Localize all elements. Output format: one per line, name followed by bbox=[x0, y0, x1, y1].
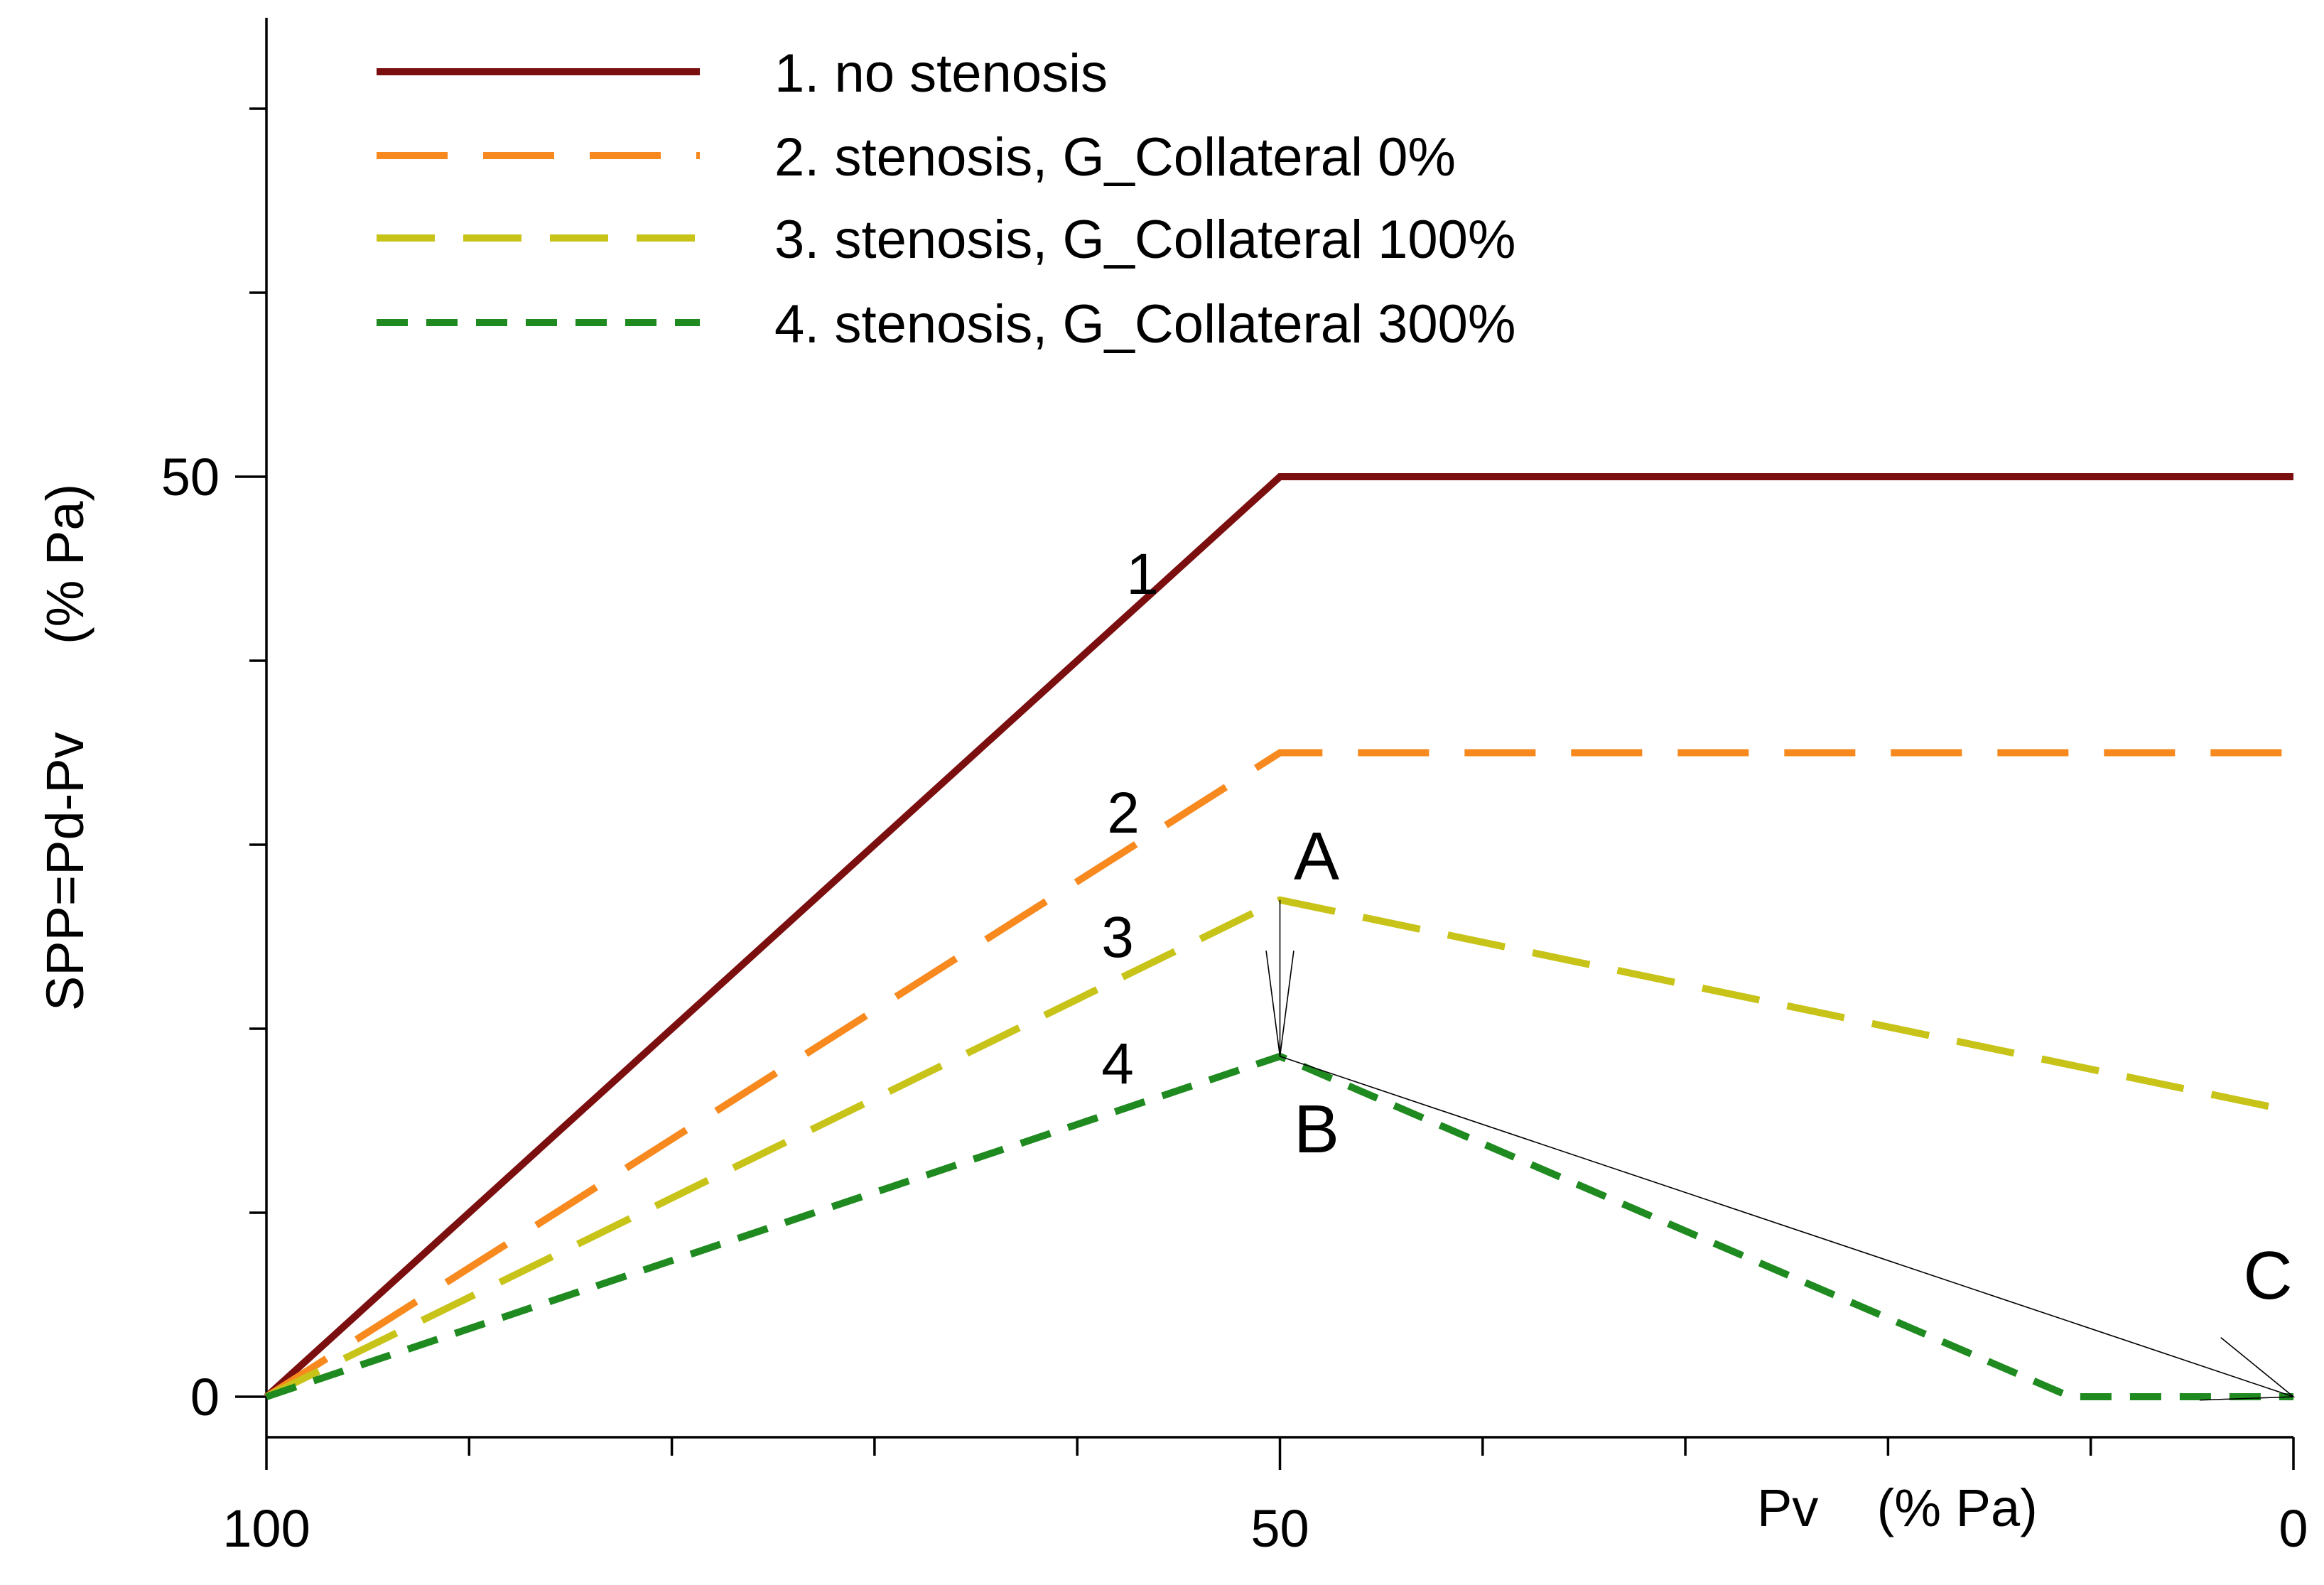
legend-label-4: 4. stenosis, G_Collateral 300% bbox=[774, 294, 1515, 355]
y-tick-label: 0 bbox=[190, 1368, 220, 1427]
arrows bbox=[1265, 899, 2296, 1401]
axes: 100 50 0 0 50 Pv (% Pa) SPP=Pd-Pv (% Pa) bbox=[36, 18, 2308, 1558]
x-tick-label: 0 bbox=[2279, 1499, 2308, 1558]
legend-label-1: 1. no stenosis bbox=[774, 43, 1108, 104]
curve-label-2: 2 bbox=[1107, 781, 1140, 845]
x-tick-label: 50 bbox=[1250, 1499, 1309, 1558]
curve-label-3: 3 bbox=[1101, 905, 1134, 970]
legend: 1. no stenosis 2. stenosis, G_Collateral … bbox=[377, 43, 1515, 355]
y-axis-title: SPP=Pd-Pv (% Pa) bbox=[36, 484, 94, 1011]
curve-label-1: 1 bbox=[1126, 542, 1159, 607]
y-tick-label: 50 bbox=[161, 448, 220, 507]
legend-label-3: 3. stenosis, G_Collateral 100% bbox=[774, 210, 1515, 270]
curve-label-4: 4 bbox=[1101, 1032, 1134, 1096]
tick-marks bbox=[235, 107, 2295, 1470]
x-axis-title: Pv (% Pa) bbox=[1757, 1478, 2038, 1537]
series-line-2 bbox=[264, 749, 2293, 1400]
point-label-c: C bbox=[2243, 1238, 2292, 1314]
series-line-4 bbox=[265, 1052, 2293, 1400]
tick-labels: 100 50 0 0 50 bbox=[161, 448, 2308, 1558]
point-label-a: A bbox=[1294, 818, 1339, 894]
arrowhead-2 bbox=[2200, 1336, 2296, 1401]
x-tick-label: 100 bbox=[222, 1499, 310, 1558]
arrow-line-2 bbox=[1280, 1056, 2294, 1397]
series-line-1 bbox=[264, 473, 2293, 1400]
point-label-b: B bbox=[1294, 1091, 1339, 1167]
legend-label-2: 2. stenosis, G_Collateral 0% bbox=[774, 127, 1456, 188]
curve-labels: 1 2 3 4 A B C bbox=[1101, 542, 2292, 1314]
